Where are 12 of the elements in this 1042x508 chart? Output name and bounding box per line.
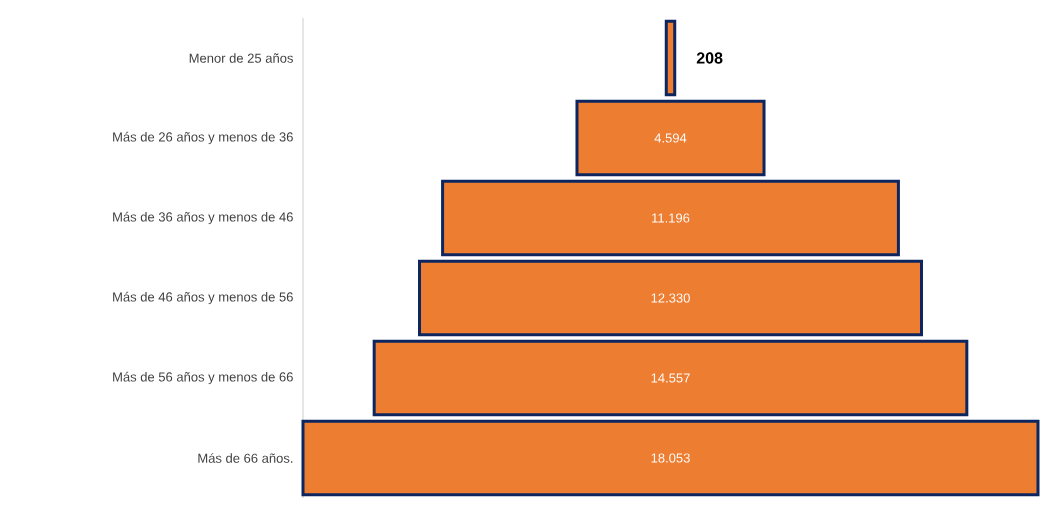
data-label: 11.196 xyxy=(652,213,690,223)
data-label: 208 xyxy=(696,52,723,64)
category-label: Más de 36 años y menos de 46 xyxy=(113,211,293,225)
data-label: 18.053 xyxy=(651,453,690,463)
category-label: Más de 56 años y menos de 66 xyxy=(113,371,293,385)
category-label: Menor de 25 años xyxy=(189,53,293,63)
data-label: 4.594 xyxy=(654,133,687,143)
category-label: Más de 46 años y menos de 56 xyxy=(113,291,293,305)
category-label: Más de 26 años y menos de 36 xyxy=(113,131,293,145)
category-label: Más de 66 años. xyxy=(198,453,293,463)
data-label: 14.557 xyxy=(651,373,690,383)
data-label: 12.330 xyxy=(651,293,690,303)
